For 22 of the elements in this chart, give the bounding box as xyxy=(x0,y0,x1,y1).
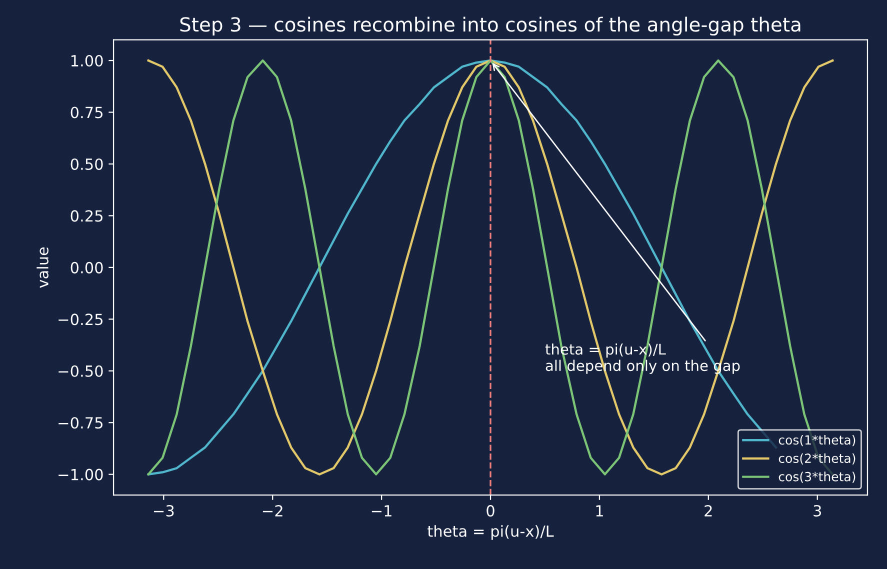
x-axis-title: theta = pi(u-x)/L xyxy=(428,525,554,540)
y-tick-label: −0.25 xyxy=(58,314,102,326)
y-tick-label: 1.00 xyxy=(71,54,103,67)
x-tick-label: 2 xyxy=(704,505,712,516)
x-tick-label: 1 xyxy=(596,505,603,516)
chart-title: Step 3 — cosines recombine into cosines of the angle-gap theta xyxy=(180,16,800,36)
y-tick-label: −0.75 xyxy=(58,417,102,429)
y-tick-label: 0.50 xyxy=(70,158,103,170)
y-tick-label: −0.50 xyxy=(58,365,103,377)
y-tick-label: 0.75 xyxy=(70,106,102,118)
legend-label: cos(1*theta) xyxy=(778,434,856,446)
x-tick-label: −3 xyxy=(154,505,174,517)
y-tick-label: 0.25 xyxy=(70,210,102,222)
y-tick-label: 0.00 xyxy=(70,262,103,274)
y-axis-title: value xyxy=(36,247,48,288)
legend-label: cos(3*theta) xyxy=(778,472,856,483)
y-tick-label: −1.00 xyxy=(58,468,103,480)
x-tick-label: −1 xyxy=(372,505,392,516)
x-tick-label: 3 xyxy=(814,505,822,517)
x-tick-label: −2 xyxy=(262,505,282,516)
x-tick-label: 0 xyxy=(486,505,494,517)
legend-label: cos(2*theta) xyxy=(778,453,856,464)
